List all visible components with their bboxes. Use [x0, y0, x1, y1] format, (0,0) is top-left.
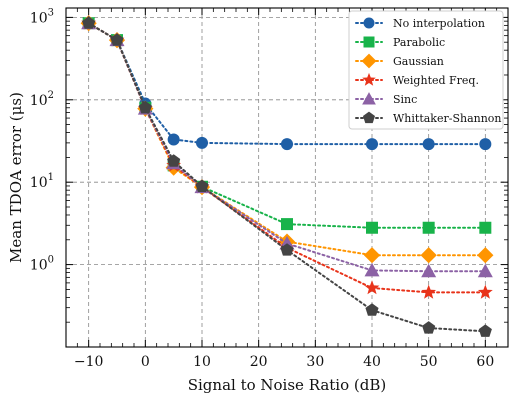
- legend-label-0: No interpolation: [393, 17, 485, 30]
- data-point-pentagon: [167, 154, 181, 167]
- data-point-square: [366, 221, 378, 234]
- data-point-circle: [167, 133, 180, 146]
- x-tick-label: 20: [250, 354, 268, 370]
- data-point-pentagon: [138, 100, 152, 114]
- data-point-diamond: [363, 247, 381, 264]
- legend-box: [348, 10, 504, 130]
- x-tick-label: 50: [420, 354, 438, 370]
- data-point-diamond: [361, 53, 377, 69]
- x-tick-label: 60: [476, 354, 494, 370]
- x-tick-label: 30: [306, 354, 324, 370]
- y-tick-base: 10: [30, 10, 48, 26]
- data-point-triangle: [421, 263, 437, 278]
- data-point-diamond: [477, 247, 494, 264]
- data-point-star: [362, 72, 376, 86]
- y-tick-exponent: 1: [48, 172, 54, 183]
- data-point-circle: [422, 138, 435, 151]
- y-tick-base: 10: [30, 93, 48, 109]
- y-tick-exponent: 0: [48, 255, 54, 266]
- data-point-pentagon: [422, 321, 436, 334]
- plot-frame: [65, 7, 509, 348]
- data-point-square: [422, 221, 435, 234]
- data-point-circle: [196, 136, 208, 149]
- data-point-pentagon: [280, 243, 294, 256]
- data-point-triangle: [477, 263, 493, 278]
- data-point-square: [363, 36, 375, 48]
- x-tick-label: 10: [193, 354, 211, 370]
- legend-label-2: Gaussian: [393, 55, 444, 68]
- y-tick-label: 100: [30, 255, 54, 274]
- y-tick-exponent: 3: [48, 7, 54, 18]
- y-tick-base: 10: [30, 258, 48, 274]
- legend-label-4: Sinc: [393, 93, 417, 106]
- data-point-circle: [479, 138, 492, 151]
- legend-label-5: Whittaker-Shannon: [393, 112, 502, 125]
- data-point-pentagon: [110, 33, 124, 46]
- data-point-pentagon: [478, 324, 492, 337]
- data-point-square: [479, 221, 492, 234]
- legend-label-1: Parabolic: [393, 36, 445, 49]
- data-point-circle: [363, 17, 375, 29]
- data-point-star: [421, 284, 437, 299]
- x-tick-label: 40: [363, 354, 381, 370]
- y-tick-base: 10: [30, 175, 48, 191]
- data-point-diamond: [420, 247, 437, 264]
- y-tick-label: 101: [30, 172, 54, 191]
- data-point-square: [281, 218, 293, 231]
- x-tick-label: 0: [141, 354, 150, 370]
- y-tick-label: 103: [30, 7, 54, 26]
- y-tick-exponent: 2: [48, 90, 54, 101]
- data-point-pentagon: [195, 179, 209, 192]
- data-point-circle: [366, 138, 378, 151]
- data-point-star: [364, 280, 380, 295]
- y-axis-label: Mean TDOA error (μs): [7, 92, 25, 263]
- data-point-star: [477, 284, 493, 299]
- data-point-pentagon: [362, 111, 376, 124]
- data-point-triangle: [364, 262, 380, 277]
- x-axis-label: Signal to Noise Ratio (dB): [188, 376, 387, 394]
- data-point-circle: [281, 138, 293, 151]
- x-tick-label: −10: [74, 354, 104, 370]
- data-point-pentagon: [82, 16, 96, 29]
- data-point-pentagon: [365, 303, 379, 316]
- data-point-triangle: [362, 92, 376, 105]
- y-tick-label: 102: [30, 90, 54, 109]
- legend-label-3: Weighted Freq.: [393, 74, 479, 87]
